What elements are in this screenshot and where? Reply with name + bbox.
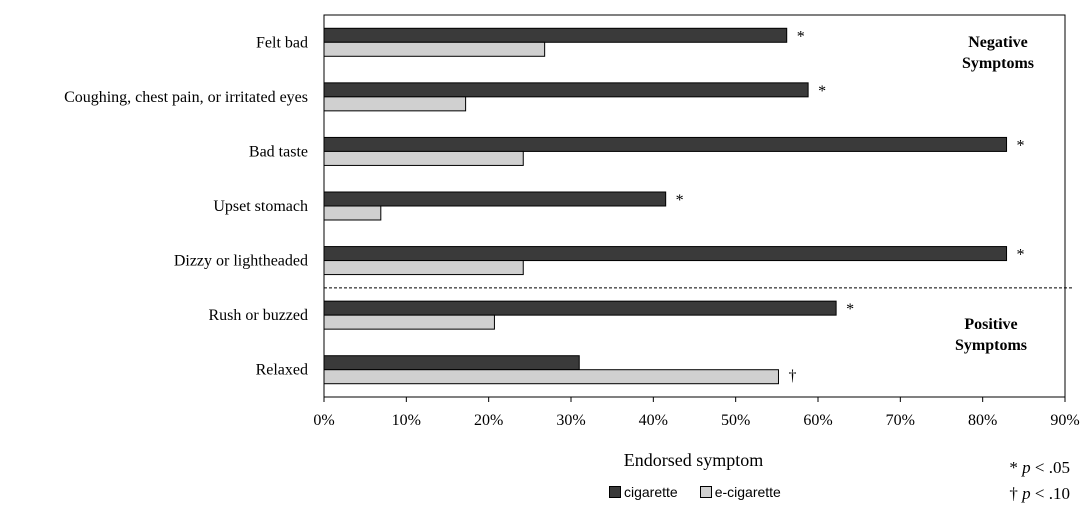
sig-p-italic: p [1022,484,1031,503]
bar-cigarette [323,355,580,371]
bar-e-cigarette [323,205,382,221]
bar-cigarette [323,27,788,43]
bar-cigarette [323,191,667,207]
significance-marker: * [1017,247,1025,264]
sig-p-italic: p [1022,458,1031,477]
sig-threshold: < .05 [1030,458,1070,477]
legend-swatch-cigarette [609,486,621,498]
legend: cigarette e-cigarette [609,484,803,500]
significance-marker: * [846,301,854,318]
x-tick-label: 50% [721,412,750,429]
legend-label-e-cigarette: e-cigarette [714,484,781,500]
significance-marker: * [1017,137,1025,154]
sig-threshold: < .10 [1030,484,1070,503]
bar-e-cigarette [323,314,495,330]
bar-e-cigarette [323,96,467,112]
x-tick-label: 30% [556,412,585,429]
group-label-positive-line1: Positive [964,316,1017,333]
sig-symbol-dagger: † [1009,484,1023,503]
bar-e-cigarette [323,41,546,57]
bar-cigarette [323,82,809,98]
significance-marker: * [818,83,826,100]
legend-item-cigarette: cigarette [609,484,678,500]
legend-swatch-e-cigarette [699,486,712,498]
category-label: Coughing, chest pain, or irritated eyes [64,89,308,106]
legend-label-cigarette: cigarette [624,484,678,500]
significance-note-p05: * p < .05 [1009,458,1070,478]
x-tick-label: 70% [886,412,915,429]
group-label-negative-line1: Negative [968,34,1028,51]
x-tick-label: 60% [803,412,832,429]
group-label-positive-line2: Symptoms [955,337,1027,354]
x-tick-label: 40% [639,412,668,429]
x-tick-label: 80% [968,412,997,429]
x-tick-label: 10% [392,412,421,429]
x-tick-label: 20% [474,412,503,429]
sig-symbol-star: * [1009,458,1023,477]
x-tick-label: 0% [313,412,334,429]
group-label-negative-line2: Symptoms [962,55,1034,72]
significance-marker: * [797,28,805,45]
bar-e-cigarette [323,150,524,166]
significance-marker: † [788,368,796,385]
category-label: Dizzy or lightheaded [174,253,308,270]
category-label: Upset stomach [213,198,308,215]
category-label: Bad taste [249,143,308,160]
significance-marker: * [676,192,684,209]
category-label: Rush or buzzed [208,307,308,324]
bar-e-cigarette [323,369,779,385]
category-label: Felt bad [256,34,308,51]
x-axis-title: Endorsed symptom [624,450,764,470]
bar-cigarette [323,246,1008,262]
bar-cigarette [323,300,837,316]
significance-note-p10: † p < .10 [1009,484,1070,504]
bar-e-cigarette [323,260,524,276]
bar-cigarette [323,136,1008,152]
legend-item-e-cigarette: e-cigarette [699,484,781,500]
x-tick-label: 90% [1050,412,1079,429]
category-label: Relaxed [256,362,308,379]
